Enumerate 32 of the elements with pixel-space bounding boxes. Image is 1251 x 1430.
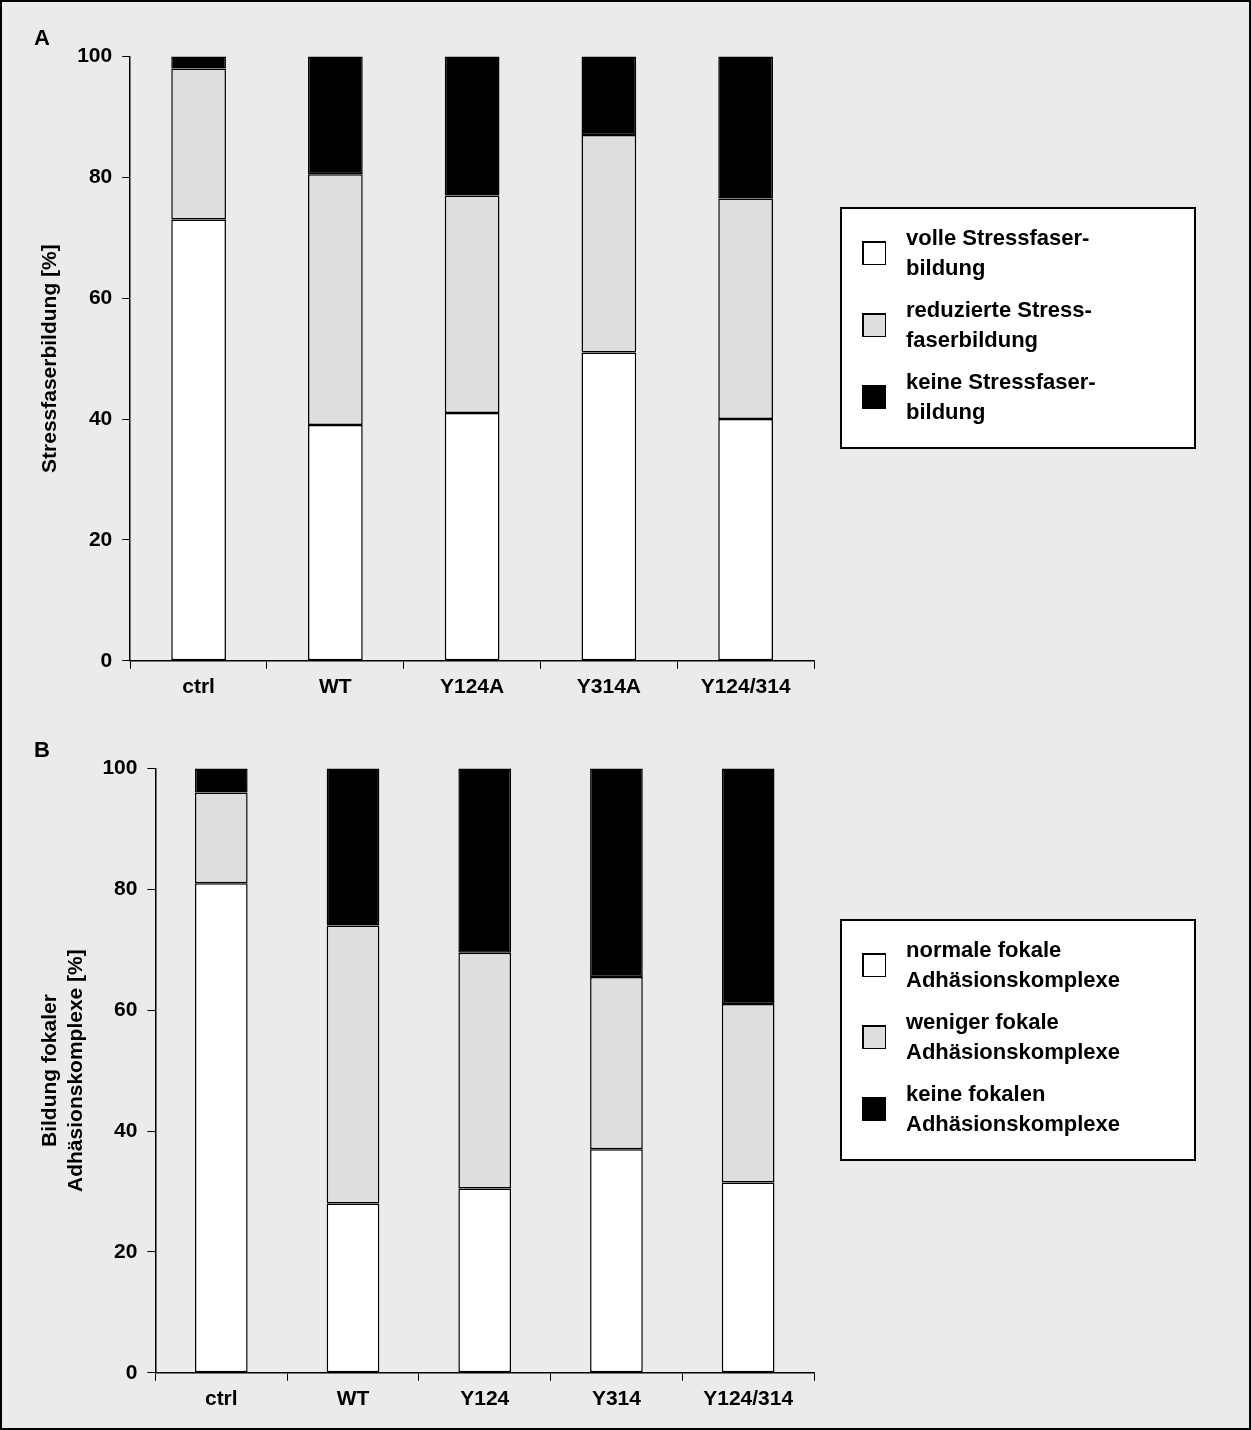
y-tick-label: 0 [125, 1359, 138, 1383]
y-tick-label: 80 [114, 876, 138, 900]
x-tick-label: Y314A [576, 674, 641, 698]
x-tick-label: Y124 [460, 1386, 510, 1410]
x-tick-label: Y124/314 [703, 1386, 794, 1410]
y-tick-label: 20 [88, 526, 113, 550]
chart-title: B [34, 737, 50, 763]
x-tick-label: Y314 [591, 1386, 642, 1410]
y-tick-label: 40 [114, 1117, 138, 1141]
x-tick-label: ctrl [182, 674, 215, 698]
legend-label: keine fokalen Adhäsionskomplexe [906, 1080, 1121, 1138]
legend-label: normale fokale Adhäsionskomplexe [906, 936, 1121, 994]
x-tick-label: WT [336, 1386, 370, 1410]
y-tick-label: 100 [102, 755, 138, 779]
x-tick-label: Y124/314 [700, 674, 791, 698]
y-tick-label: 40 [88, 405, 113, 429]
chart-title: A [34, 25, 50, 51]
legend-label: reduzierte Stress-faserbildung [906, 296, 1093, 354]
y-tick-label: 80 [88, 164, 113, 188]
y-axis-title: Bildung fokaler Adhäsionskomplexe [%] [37, 949, 86, 1192]
y-tick-label: 0 [100, 647, 113, 671]
x-tick-label: ctrl [204, 1386, 238, 1410]
y-tick-label: 20 [114, 1238, 138, 1262]
x-tick-label: WT [319, 674, 352, 698]
y-axis-title: Stressfaserbildung [%] [37, 244, 61, 473]
legend-label: volle Stressfaser-bildung [906, 224, 1091, 282]
legend-label: weniger fokale Adhäsionskomplexe [906, 1008, 1121, 1066]
y-tick-label: 60 [114, 996, 138, 1020]
x-tick-label: Y124A [440, 674, 505, 698]
legend-label: keine Stressfaser-bildung [906, 368, 1097, 426]
y-tick-label: 60 [88, 284, 113, 308]
y-tick-label: 100 [77, 43, 113, 67]
